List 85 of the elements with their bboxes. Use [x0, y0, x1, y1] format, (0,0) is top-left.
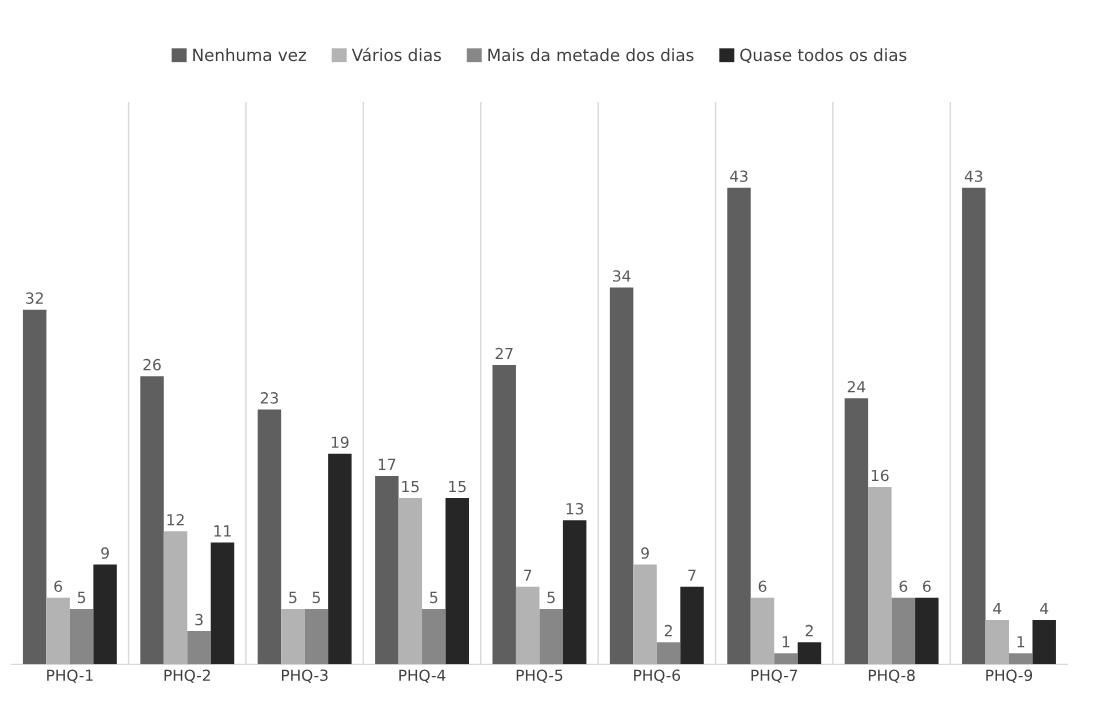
data-label: 43 — [730, 170, 748, 182]
data-label: 34 — [613, 270, 631, 282]
data-label: 6 — [54, 580, 63, 593]
bar — [609, 287, 634, 665]
bar — [328, 453, 352, 665]
bar — [562, 520, 587, 665]
data-label: 12 — [167, 514, 184, 526]
data-label: 17 — [378, 458, 396, 470]
bar — [680, 586, 704, 665]
bar — [915, 597, 939, 665]
data-label: 1 — [782, 636, 790, 648]
bar — [515, 586, 540, 665]
bar — [1008, 653, 1033, 665]
data-label: 2 — [664, 624, 672, 637]
data-label: 7 — [524, 569, 532, 581]
bar — [962, 187, 986, 665]
bar — [398, 498, 423, 665]
bar — [844, 398, 869, 665]
legend-label: Vários dias — [351, 47, 441, 62]
data-label: 4 — [993, 602, 1002, 615]
bar — [422, 608, 446, 665]
data-label: 6 — [923, 580, 931, 593]
bar — [445, 498, 469, 665]
data-label: 24 — [847, 381, 866, 393]
bar — [868, 486, 892, 665]
data-label: 7 — [688, 569, 696, 581]
bar — [210, 542, 235, 665]
x-tick-label: PHQ-1 — [47, 669, 93, 683]
data-label: 3 — [195, 613, 203, 626]
bar — [304, 608, 329, 665]
data-label: 15 — [402, 480, 419, 493]
data-label: 5 — [547, 591, 555, 604]
x-tick-label: PHQ-3 — [281, 669, 328, 683]
bar — [727, 187, 751, 665]
x-tick-label: PHQ-6 — [634, 669, 681, 683]
data-label: 32 — [26, 292, 43, 304]
bar — [1032, 620, 1056, 665]
data-label: 11 — [214, 525, 231, 537]
legend-label: Nenhuma vez — [193, 48, 306, 62]
data-label: 16 — [871, 469, 889, 482]
bar — [281, 608, 305, 665]
data-label: 26 — [143, 358, 161, 371]
x-tick-label: PHQ-4 — [399, 669, 446, 683]
bar — [93, 564, 117, 665]
data-label: 1 — [1017, 636, 1025, 648]
data-label: 6 — [758, 580, 767, 593]
bar — [140, 376, 164, 665]
bar — [22, 309, 47, 665]
data-label: 23 — [260, 392, 278, 404]
bar — [69, 608, 94, 665]
data-label: 13 — [566, 502, 584, 515]
data-label: 9 — [101, 547, 109, 559]
data-label: 5 — [430, 591, 438, 604]
bar — [163, 531, 188, 665]
bar — [46, 597, 70, 665]
x-tick-label: PHQ-8 — [868, 669, 915, 683]
bar — [891, 597, 916, 665]
data-label: 4 — [1040, 602, 1049, 615]
bar — [656, 642, 681, 665]
data-label: 6 — [899, 580, 908, 593]
bar — [187, 631, 211, 665]
data-label: 5 — [289, 591, 297, 604]
bar — [257, 409, 282, 665]
legend-label: Mais da metade dos dias — [488, 48, 694, 62]
data-label: 19 — [331, 436, 349, 448]
data-label: 5 — [312, 591, 320, 604]
x-tick-label: PHQ-9 — [986, 669, 1033, 683]
x-tick-label: PHQ-2 — [164, 669, 210, 683]
data-label: 5 — [77, 591, 86, 604]
bar — [492, 365, 516, 665]
x-tick-label: PHQ-5 — [516, 669, 563, 683]
bar — [539, 608, 563, 665]
data-label: 9 — [641, 547, 649, 559]
bar — [774, 653, 798, 665]
data-label: 2 — [805, 624, 813, 637]
bar — [985, 620, 1009, 665]
bar — [633, 564, 657, 665]
data-label: 15 — [449, 480, 466, 493]
bar — [797, 642, 822, 665]
legend-label: Quase todos os dias — [740, 48, 907, 64]
bar — [750, 597, 775, 665]
bar — [375, 475, 399, 665]
data-label: 43 — [964, 170, 983, 182]
data-label: 27 — [495, 347, 513, 360]
x-tick-label: PHQ-7 — [751, 669, 798, 683]
